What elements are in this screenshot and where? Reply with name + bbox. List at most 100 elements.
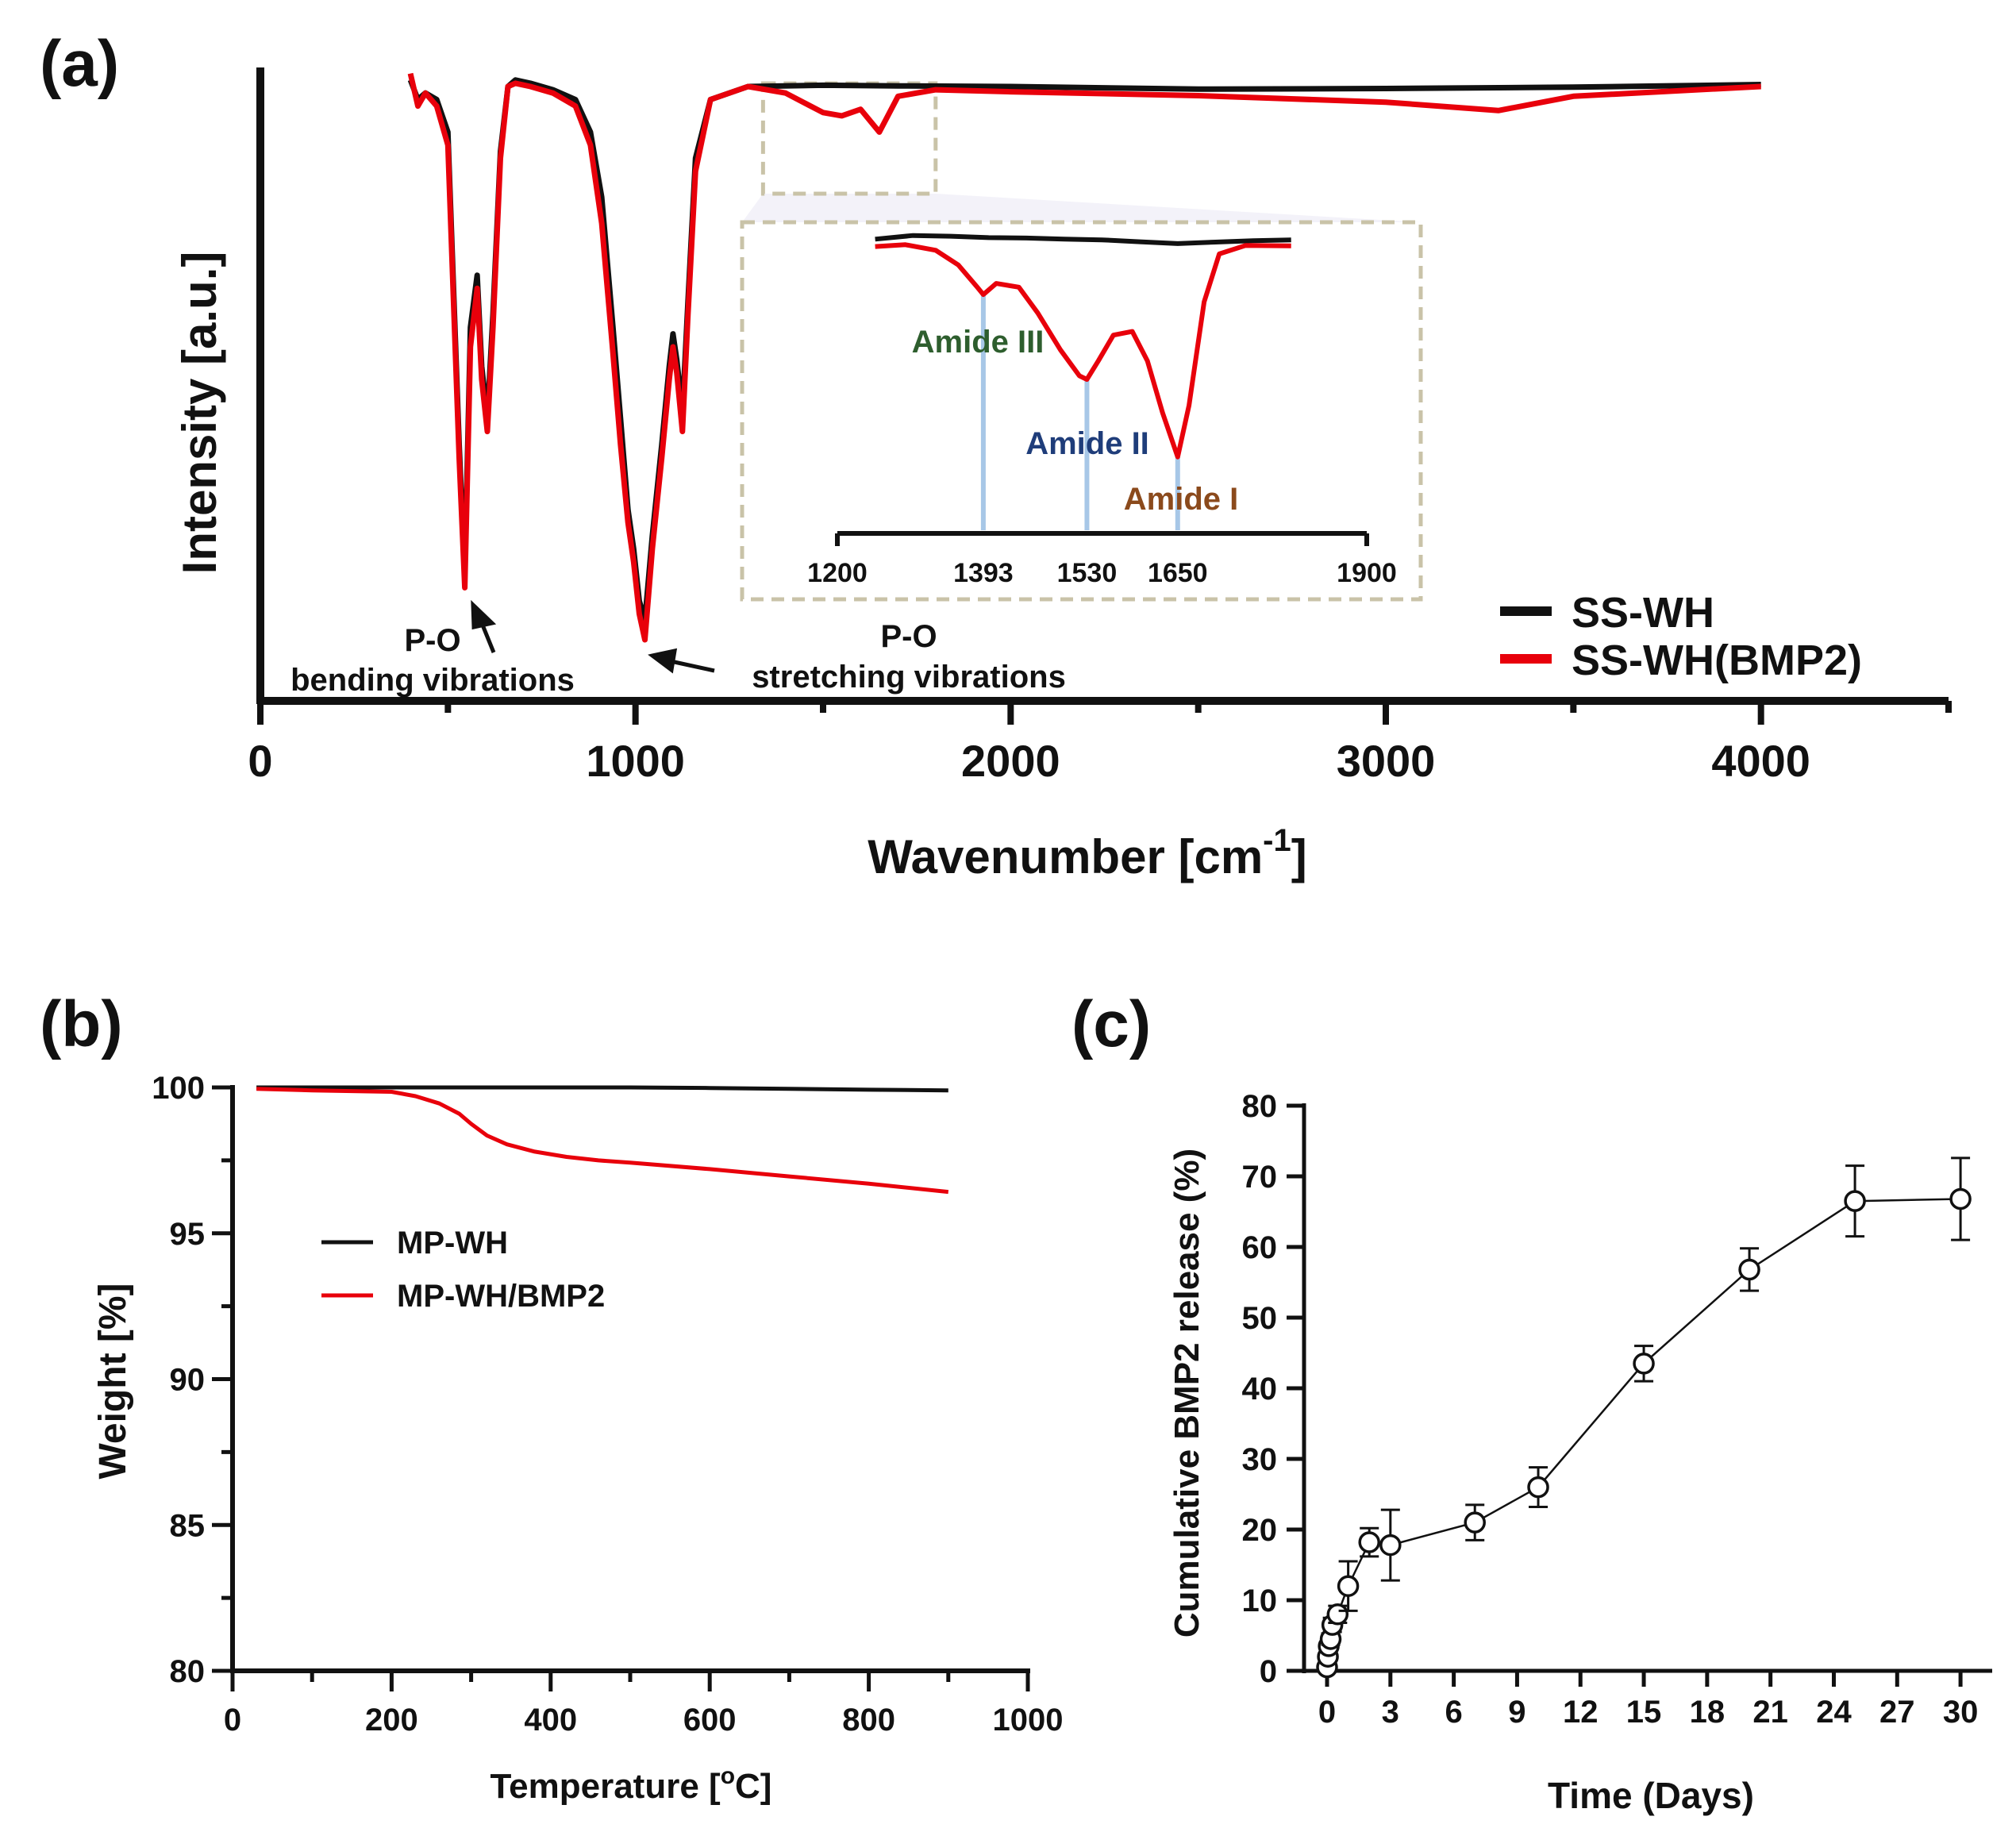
panel-c-y-axis-label: Cumulative BMP2 release (%) (1168, 1149, 1206, 1638)
data-point (1738, 1258, 1760, 1281)
stretching-arrow (670, 659, 715, 673)
inset-x-tick-label: 1200 (807, 558, 868, 588)
panel-c-x-axis-label: Time (Days) (1548, 1775, 1754, 1816)
panel-b-x-tick-label: 600 (683, 1703, 737, 1738)
panel-c-x-tick-label: 9 (1508, 1695, 1525, 1730)
inset-peak-label: Amide III (912, 325, 1045, 360)
panel-b-series (256, 1085, 949, 1195)
panel-c-y-tick-label: 0 (1260, 1654, 1277, 1689)
series-line-ss-wh-bmp2 (407, 72, 1761, 643)
annotation-arrows (471, 599, 715, 674)
panel-label-a: (a) (40, 28, 119, 100)
panel-c-x-tick-label: 24 (1816, 1695, 1852, 1730)
legend-label-ss-wh: SS-WH (1572, 589, 1714, 637)
series-line-mp-wh (256, 1085, 948, 1093)
panel-c-y-tick-label: 30 (1242, 1442, 1278, 1477)
panel-c-x-tick-label: 12 (1563, 1695, 1599, 1730)
panel-b-x-tick-label: 1000 (993, 1703, 1064, 1738)
panel-a-x-tick-label: 1000 (586, 736, 685, 786)
annotation-bending-line1: P-O (404, 623, 460, 658)
annotation-bending-line2: bending vibrations (290, 663, 575, 698)
panel-a-x-axis-label-close: ] (1291, 830, 1307, 883)
inset-series-ss-wh-bmp2 (875, 242, 1291, 460)
annotation-stretching-line1: P-O (880, 619, 937, 654)
panel-a-inset-frame (740, 81, 1423, 602)
panel-c-y-tick-label: 20 (1242, 1513, 1278, 1548)
panel-b-x-axis-label-close: C] (735, 1767, 771, 1806)
panel-c-y-tick-label: 60 (1242, 1230, 1278, 1265)
panel-c-x-tick-label: 6 (1445, 1695, 1462, 1730)
series-line-release (1325, 1198, 1961, 1668)
legend-label-mp-wh-bmp2: MP-WH/BMP2 (397, 1279, 605, 1314)
panel-a-x-axis-label-sup: -1 (1263, 823, 1291, 858)
panel-a-tick-labels: 0 1000 2000 3000 4000 (248, 736, 1810, 786)
inset-x-tick-label: 1650 (1148, 558, 1208, 588)
panel-b-y-tick-label: 100 (152, 1071, 205, 1106)
panel-a-inset-box (740, 220, 1423, 602)
panel-a-x-axis-label-main: Wavenumber [cm (868, 830, 1263, 883)
stretching-arrow-head (648, 648, 678, 674)
panel-b-x-axis-label-main: Temperature [ (491, 1767, 721, 1806)
inset-peak-label: Amide I (1124, 482, 1238, 517)
panel-a-inset: 1200 1393 1530 1650 1900 Amide III Amide II Ami… (807, 233, 1397, 588)
panel-c-axes (1287, 1103, 1992, 1687)
panel-c-tick-labels: 0 10 20 30 40 50 60 70 80 0 3 6 9 12 15 18 21 24 27 30 (1242, 1089, 1979, 1730)
bending-arrow (479, 622, 496, 653)
panel-c-y-tick-label: 70 (1242, 1160, 1278, 1195)
inset-x-tick-label: 1393 (953, 558, 1014, 588)
panel-b-y-tick-label: 95 (170, 1217, 206, 1252)
inset-series-ss-wh (875, 233, 1291, 246)
inset-peak-label: Amide II (1025, 426, 1149, 461)
panel-c-release-chart: 0 10 20 30 40 50 60 70 80 0 3 6 9 12 15 18 21 24 27 30 Cumu… (1168, 1089, 1992, 1816)
panel-b-y-tick-label: 90 (170, 1363, 206, 1398)
data-point (1844, 1190, 1866, 1212)
panel-b-x-tick-label: 800 (842, 1703, 895, 1738)
legend-label-ss-wh-bmp2: SS-WH(BMP2) (1572, 637, 1862, 684)
data-point (1326, 1603, 1349, 1626)
data-point (1949, 1187, 1972, 1210)
panel-c-x-tick-label: 30 (1943, 1695, 1979, 1730)
panel-c-y-tick-label: 10 (1242, 1584, 1278, 1618)
panel-b-legend: MP-WH MP-WH/BMP2 (321, 1226, 605, 1314)
panel-a-zoom-box (760, 81, 938, 196)
panel-a-series (407, 72, 1761, 643)
panel-a-x-tick-label: 2000 (961, 736, 1060, 786)
panel-b-x-tick-label: 200 (365, 1703, 418, 1738)
panel-a-legend: SS-WH SS-WH(BMP2) (1500, 589, 1862, 684)
panel-c-y-tick-label: 80 (1242, 1089, 1278, 1124)
annotation-stretching-line2: stretching vibrations (752, 660, 1066, 695)
panel-b-y-axis-label: Weight [%] (92, 1283, 134, 1479)
panel-a-zoom-connector (742, 194, 1421, 222)
series-line-mp-wh-bmp2 (256, 1087, 949, 1195)
panel-a-x-tick-label: 0 (248, 736, 272, 786)
legend-label-mp-wh: MP-WH (397, 1226, 508, 1260)
panel-label-c: (c) (1071, 988, 1151, 1060)
data-point (1464, 1511, 1486, 1534)
data-point (1633, 1353, 1655, 1375)
panel-b-x-tick-label: 400 (524, 1703, 577, 1738)
panel-a-x-tick-label: 4000 (1711, 736, 1810, 786)
panel-c-y-tick-label: 40 (1242, 1372, 1278, 1407)
panel-a-ftir-chart: 1200 1393 1530 1650 1900 Amide III Amide II Ami… (173, 67, 1952, 883)
panel-b-axes (212, 1085, 1030, 1691)
panel-label-b: (b) (40, 988, 123, 1060)
panel-c-x-tick-label: 15 (1626, 1695, 1662, 1730)
panel-a-x-axis-label: Wavenumber [cm-1] (868, 823, 1306, 883)
panel-b-x-tick-label: 0 (224, 1703, 241, 1738)
data-point (1358, 1531, 1380, 1553)
panel-a-axes (256, 67, 1952, 725)
data-point (1527, 1476, 1549, 1499)
bending-arrow-head (471, 599, 497, 630)
inset-x-tick-label: 1530 (1057, 558, 1118, 588)
panel-c-x-tick-label: 0 (1318, 1695, 1336, 1730)
panel-c-x-tick-label: 27 (1879, 1695, 1915, 1730)
inset-x-tick-label: 1900 (1337, 558, 1397, 588)
panel-b-y-tick-label: 85 (170, 1508, 206, 1543)
panel-c-x-tick-label: 18 (1690, 1695, 1726, 1730)
panel-b-y-tick-label: 80 (170, 1654, 206, 1689)
panel-c-series (1316, 1156, 1972, 1679)
panel-b-x-axis-label-sup: o (721, 1763, 735, 1789)
